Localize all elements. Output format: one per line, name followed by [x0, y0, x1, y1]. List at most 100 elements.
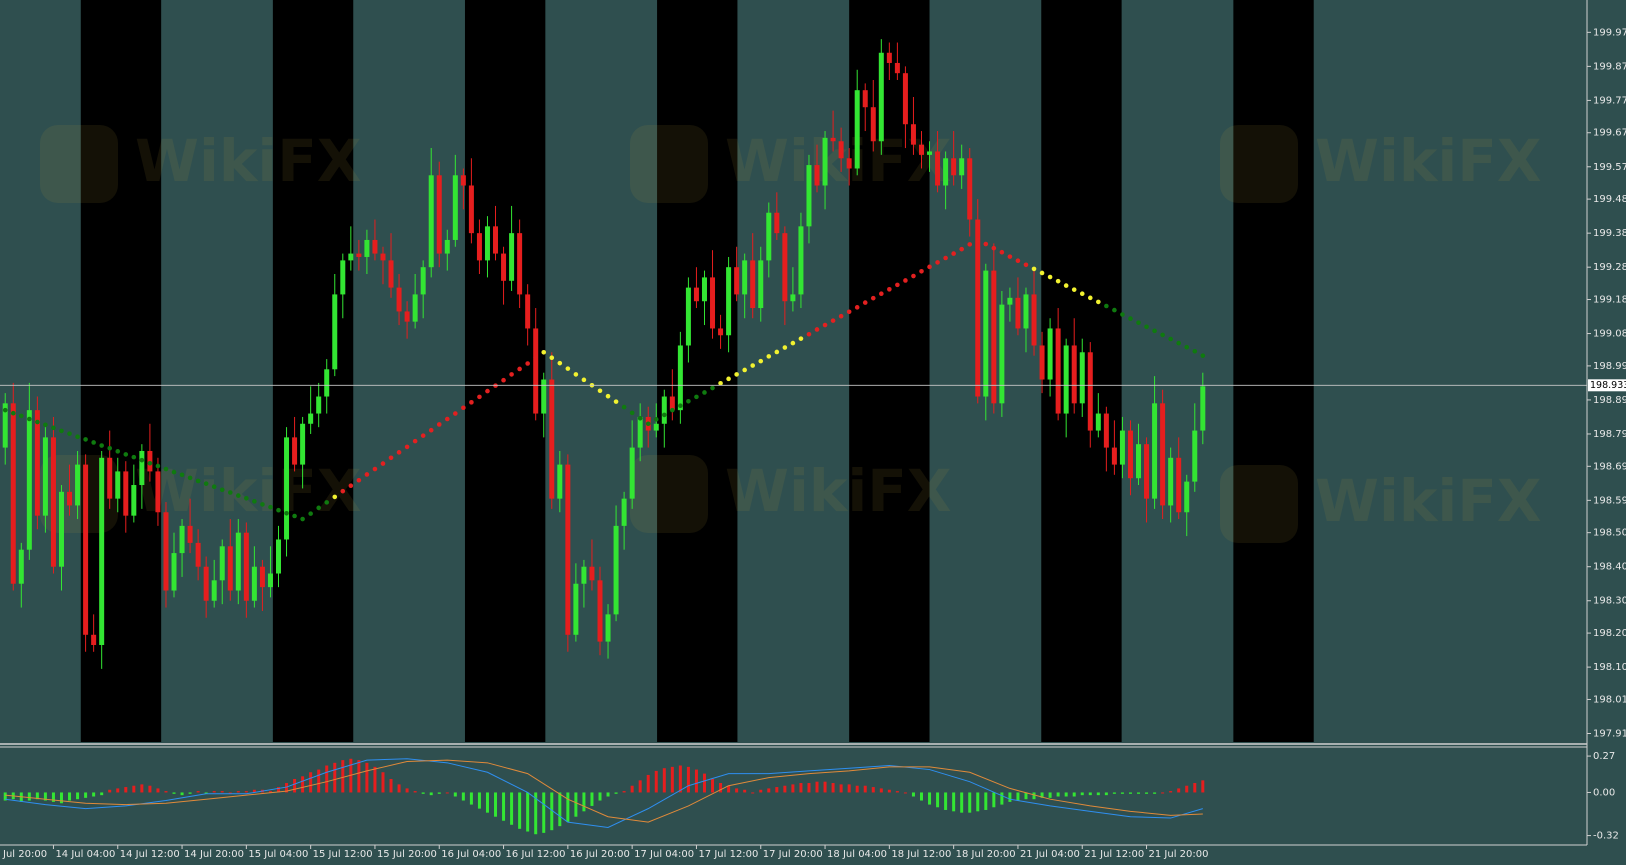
session-band: [272, 0, 354, 742]
ma-dot: [975, 237, 981, 243]
candle-body: [227, 546, 233, 591]
candle-body: [935, 151, 941, 186]
session-band: [849, 0, 930, 742]
candle-body: [710, 277, 716, 329]
macd-bar: [1048, 792, 1052, 798]
ma-dot: [935, 260, 940, 265]
candle-body: [886, 52, 892, 63]
candle-body: [1127, 430, 1133, 479]
candle-body: [1136, 444, 1142, 479]
y-tick-label: 198.105: [1593, 662, 1626, 673]
macd-bar: [285, 783, 289, 793]
ma-dot: [1120, 312, 1125, 317]
candle-body: [1103, 413, 1109, 448]
x-tick-label: 16 Jul 20:00: [570, 849, 630, 860]
y-tick-label: 199.870: [1593, 61, 1626, 72]
candle-body: [380, 253, 386, 261]
macd-bar: [534, 792, 538, 835]
y-tick-label: 198.205: [1593, 628, 1626, 639]
ma-dot: [678, 403, 683, 409]
ma-dot: [581, 377, 587, 383]
x-tick-label: 16 Jul 04:00: [441, 849, 501, 860]
macd-bar: [317, 769, 321, 793]
macd-bar: [1072, 792, 1076, 797]
ma-dot: [123, 452, 129, 457]
macd-bar: [598, 792, 602, 801]
macd-bar: [1128, 792, 1132, 794]
candle-body: [894, 62, 900, 74]
macd-bar: [582, 792, 586, 812]
ma-dot: [1007, 254, 1013, 259]
macd-bar: [791, 784, 795, 793]
ma-dot: [1087, 295, 1093, 301]
ma-dot: [131, 454, 137, 460]
session-band: [464, 0, 546, 742]
candle-body: [493, 226, 499, 254]
ma-dot: [356, 477, 362, 483]
candle-body: [131, 485, 137, 516]
macd-bar: [743, 789, 747, 793]
ma-dot: [27, 416, 32, 422]
candle-body: [533, 328, 539, 414]
macd-bar: [180, 792, 184, 796]
macd-bar: [550, 792, 554, 831]
ma-dot: [710, 385, 715, 391]
ma-dot: [774, 349, 780, 355]
candle-body: [951, 158, 957, 176]
candle-body: [726, 267, 732, 336]
macd-bar: [735, 788, 739, 793]
candle-body: [42, 437, 48, 516]
ma-dot: [517, 366, 522, 372]
x-tick-label: 14 Jul 04:00: [55, 849, 115, 860]
macd-bar: [799, 783, 803, 793]
ma-dot: [75, 434, 80, 439]
macd-bar: [847, 784, 851, 793]
candle-body: [340, 260, 346, 295]
macd-bar: [1137, 792, 1141, 794]
ma-dot: [10, 410, 16, 416]
macd-y-tick-label: -0.32: [1593, 831, 1619, 842]
macd-bar: [670, 766, 674, 793]
ma-dot: [469, 400, 474, 405]
ma-dot: [1023, 262, 1029, 268]
ma-dot: [485, 388, 490, 394]
candle-body: [501, 253, 507, 281]
candle-body: [1119, 430, 1125, 465]
macd-bar: [606, 792, 610, 797]
candle-body: [139, 450, 145, 486]
macd-bar: [51, 792, 55, 802]
session-band: [80, 0, 162, 742]
macd-bar: [405, 788, 409, 793]
current-price-box: [1588, 379, 1626, 392]
macd-bar: [1040, 792, 1044, 798]
macd-bar: [196, 791, 200, 793]
y-tick-label: 198.890: [1593, 395, 1626, 406]
ma-dot: [951, 251, 956, 256]
ma-dot: [1047, 274, 1053, 280]
ma-dot: [927, 264, 932, 270]
macd-bar: [68, 792, 72, 801]
watermark: WikiFX: [1315, 127, 1542, 195]
y-tick-label: 198.500: [1593, 528, 1626, 539]
watermark-logo: [1220, 465, 1298, 543]
macd-bar: [477, 792, 481, 809]
macd-bar: [1177, 788, 1181, 793]
candle-body: [605, 614, 611, 642]
ma-dot: [332, 494, 338, 500]
ma-dot: [670, 407, 675, 413]
macd-bar: [100, 792, 104, 796]
macd-bar: [1024, 792, 1028, 800]
macd-bar: [702, 773, 706, 793]
ma-dot: [324, 500, 330, 505]
ma-dot: [91, 440, 96, 445]
ma-dot: [107, 445, 113, 451]
ma-dot: [991, 245, 997, 251]
macd-bar: [1161, 792, 1165, 794]
ma-dot: [838, 313, 844, 319]
watermark: WikiFX: [725, 127, 952, 195]
macd-bar: [1080, 792, 1084, 796]
macd-bar: [1000, 792, 1004, 805]
ma-dot: [726, 376, 731, 382]
candle-body: [766, 212, 772, 261]
macd-bar: [469, 792, 473, 805]
